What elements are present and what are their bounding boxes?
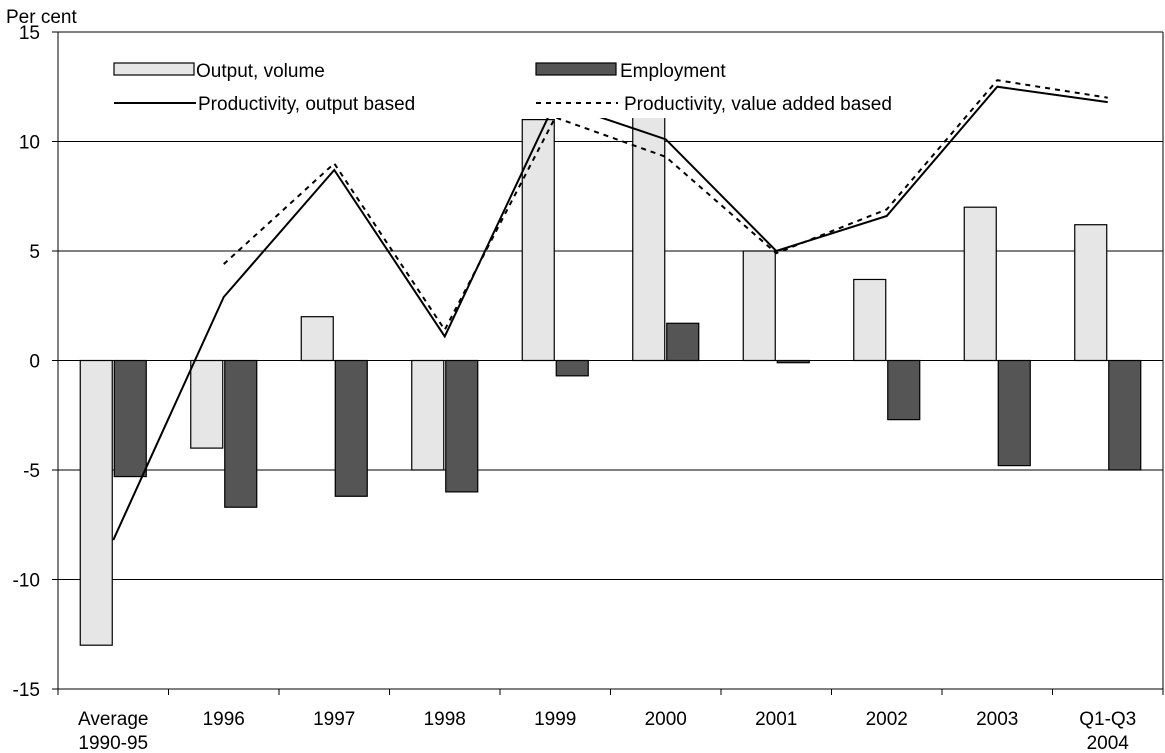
bar-output-volume: [411, 359, 445, 471]
x-tick-label: 1998: [424, 709, 466, 730]
legend-swatch: [535, 62, 617, 76]
y-tick-label: 5: [29, 242, 40, 263]
x-tick-label: 1996: [203, 709, 245, 730]
legend-background: [96, 58, 940, 118]
bar-employment: [334, 359, 368, 497]
x-tick-label: 1990-95: [78, 733, 148, 753]
line-productivity-value-added: [223, 79, 1108, 332]
bar-employment: [776, 359, 810, 364]
y-tick-label: -15: [13, 680, 40, 701]
x-tick-label: 1999: [534, 709, 576, 730]
bar-employment: [445, 359, 479, 493]
x-tick-label: 2002: [866, 709, 908, 730]
series-lines: [112, 79, 1108, 541]
legend-swatch: [113, 62, 195, 76]
bar-output-volume: [1074, 224, 1108, 362]
bar-output-volume: [963, 206, 997, 362]
y-tick-label: 10: [19, 133, 40, 154]
bar-output-volume: [853, 278, 887, 362]
y-tick-label: 0: [29, 352, 40, 373]
x-tick-label: 2004: [1087, 733, 1130, 753]
x-tick-label: 2001: [755, 709, 797, 730]
y-axis-label: Per cent: [6, 7, 77, 28]
y-tick-label: -5: [23, 461, 40, 482]
x-tick-label: Average: [78, 709, 148, 730]
y-tick-label: -10: [13, 571, 40, 592]
legend-label: Productivity, output based: [198, 94, 415, 115]
bar-output-volume: [521, 118, 555, 362]
y-tick-label: 15: [19, 23, 40, 44]
bar-employment: [666, 322, 700, 362]
x-tick-label: 1997: [313, 709, 355, 730]
bar-employment: [1108, 359, 1142, 471]
bar-employment: [555, 359, 589, 377]
bar-employment: [997, 359, 1031, 467]
bar-output-volume: [190, 359, 224, 449]
bars: [79, 97, 1142, 646]
bar-employment: [887, 359, 921, 421]
x-tick-label: Q1-Q3: [1079, 709, 1136, 730]
line-productivity-output: [112, 85, 1108, 541]
x-tick-label: 2003: [976, 709, 1018, 730]
legend-label: Employment: [620, 61, 726, 82]
bar-employment: [113, 359, 147, 478]
bar-output-volume: [300, 316, 334, 362]
bar-employment: [224, 359, 258, 508]
axes: 15 10 5 0 -5 -10 -15 Average 1990-95 1996 1997 1998…: [13, 23, 1164, 753]
bar-output-volume: [79, 359, 113, 646]
legend: Output, volume Employment Productivity, ou…: [96, 58, 940, 118]
legend-label: Output, volume: [196, 61, 325, 82]
x-tick-label: 2000: [645, 709, 687, 730]
legend-label: Productivity, value added based: [624, 94, 892, 115]
bar-output-volume: [742, 250, 776, 362]
bar-output-volume: [632, 97, 666, 362]
